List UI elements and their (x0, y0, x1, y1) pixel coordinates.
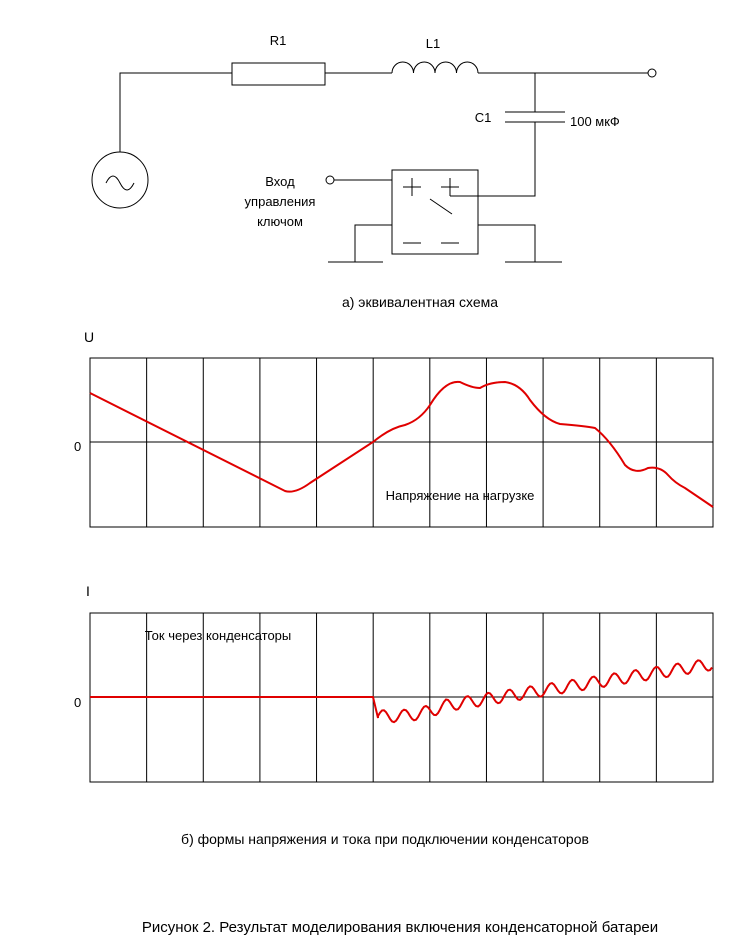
source (91, 151, 149, 209)
axis-label: I (86, 583, 90, 599)
schematic: R1 L1 C1 100 мкФ Вход управления ключом … (91, 33, 657, 310)
source-symbol (105, 175, 135, 191)
switch-box (391, 169, 479, 255)
axis-label: U (84, 329, 94, 345)
wire (119, 72, 648, 152)
label: L1 (426, 36, 440, 51)
current-curve (90, 659, 713, 724)
annotation: Напряжение на нагрузке (386, 488, 535, 503)
zero-label: 0 (74, 439, 81, 454)
annotation: Ток через конденсаторы (145, 628, 292, 643)
label: управления (245, 194, 316, 209)
label: C1 (475, 110, 492, 125)
control-terminal (325, 175, 335, 185)
caption: б) формы напряжения и тока при подключен… (181, 831, 589, 847)
label: 100 мкФ (570, 114, 620, 129)
label: Вход (265, 174, 295, 189)
terminal (647, 68, 657, 78)
label: ключом (257, 214, 303, 229)
capacitor (450, 73, 565, 197)
voltage-curve (89, 380, 714, 508)
figure-caption: Рисунок 2. Результат моделирования включ… (142, 919, 658, 936)
inductor (391, 61, 479, 74)
label: R1 (270, 33, 287, 48)
switch-symbols (403, 178, 459, 244)
caption: а) эквивалентная схема (342, 294, 498, 310)
current-plot: I 0 Ток через конденсаторы (74, 583, 714, 783)
zero-label: 0 (74, 695, 81, 710)
resistor (231, 62, 326, 86)
voltage-plot: U 0 Напряжение на нагрузке (74, 329, 714, 528)
ground (328, 224, 562, 263)
